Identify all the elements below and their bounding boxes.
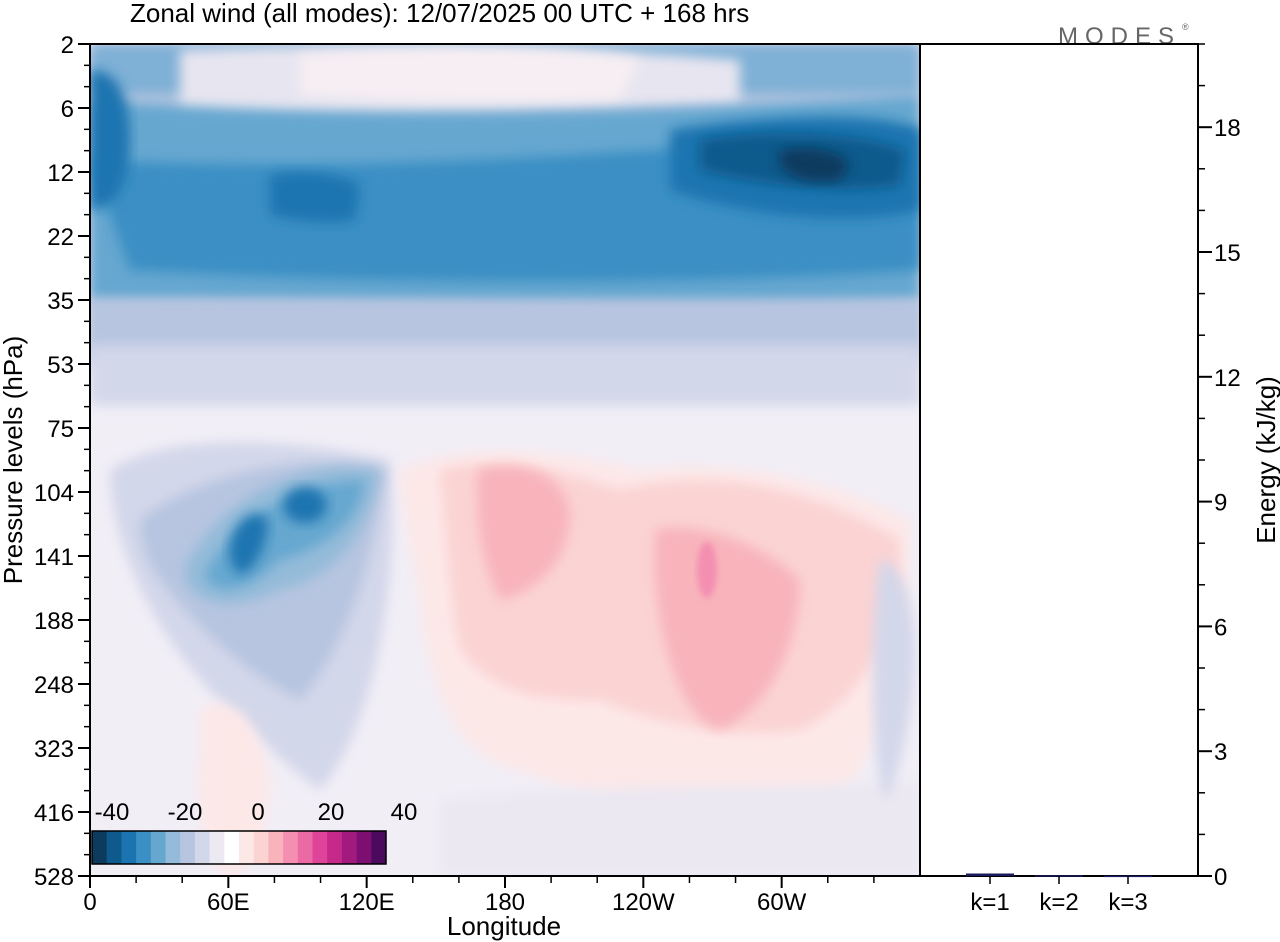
colorbar-tick-label: -40: [95, 799, 130, 826]
colorbar: -40 -20 0 20 40: [91, 799, 418, 865]
colorbar-tick-label: 40: [391, 799, 418, 826]
colorbar-swatch: [356, 831, 372, 864]
colorbar-swatch: [165, 831, 181, 864]
colorbar-swatch: [224, 831, 240, 864]
heatmap-field: [90, 44, 920, 876]
y-tick-label: 416: [34, 800, 74, 827]
energy-tick-label: 12: [1214, 365, 1241, 392]
x-tick-label: 120W: [612, 889, 675, 916]
energy-axis: 0 3 6 9 12 15 18: [1198, 43, 1241, 891]
x-tick-label: 120E: [339, 889, 395, 916]
y-tick-label: 12: [47, 160, 74, 187]
y-tick-label: 75: [47, 416, 74, 443]
colorbar-swatch: [371, 831, 387, 864]
colorbar-swatch: [136, 831, 152, 864]
longitude-axis: 0 60E 120E 180 120W 60W: [83, 876, 875, 916]
energy-tick-label: 15: [1214, 240, 1241, 267]
energy-panel-frame: [919, 43, 1199, 877]
y-tick-label: 53: [47, 352, 74, 379]
colorbar-tick-label: 0: [251, 799, 264, 826]
colorbar-swatch: [239, 831, 255, 864]
colorbar-swatch: [92, 831, 108, 864]
energy-bars: k=1 k=2 k=3: [966, 873, 1152, 916]
x-axis-label: Longitude: [447, 911, 561, 941]
energy-tick-label: 3: [1214, 739, 1227, 766]
y-tick-label: 35: [47, 288, 74, 315]
category-label: k=3: [1108, 889, 1147, 916]
chart-title: Zonal wind (all modes): 12/07/2025 00 UT…: [130, 0, 749, 28]
y-axis-label: Pressure levels (hPa): [0, 336, 28, 585]
y-tick-label: 104: [34, 480, 74, 507]
colorbar-swatch: [180, 831, 196, 864]
colorbar-swatch: [312, 831, 328, 864]
colorbar-swatch: [209, 831, 225, 864]
colorbar-swatch: [253, 831, 269, 864]
colorbar-swatch: [194, 831, 210, 864]
x-tick-label: 180: [485, 889, 525, 916]
x-tick-label: 0: [83, 889, 96, 916]
colorbar-tick-label: -20: [168, 799, 203, 826]
x-tick-label: 60E: [207, 889, 250, 916]
colorbar-swatch: [283, 831, 299, 864]
colorbar-swatch: [106, 831, 122, 864]
energy-bar-k=1: [966, 873, 1014, 876]
energy-tick-label: 0: [1214, 864, 1227, 891]
colorbar-frame: [91, 830, 387, 865]
y-tick-label: 248: [34, 672, 74, 699]
y-tick-label: 188: [34, 608, 74, 635]
logo-registered-mark: ®: [1182, 22, 1189, 32]
colorbar-swatch: [150, 831, 166, 864]
category-label: k=1: [970, 889, 1009, 916]
y-tick-label: 2: [61, 32, 74, 59]
y-tick-label: 323: [34, 736, 74, 763]
energy-axis-label: Energy (kJ/kg): [1251, 376, 1280, 544]
pressure-axis: 2 6 12 22 35 53 75 104 141 188 248 323 416 528: [34, 32, 90, 891]
y-tick-label: 22: [47, 224, 74, 251]
colorbar-swatch: [327, 831, 343, 864]
x-tick-label: 60W: [757, 889, 807, 916]
colorbar-tick-label: 20: [318, 799, 345, 826]
energy-tick-label: 6: [1214, 614, 1227, 641]
y-tick-label: 528: [34, 864, 74, 891]
energy-bar-k=2: [1035, 875, 1083, 877]
colorbar-swatch: [121, 831, 137, 864]
energy-tick-label: 9: [1214, 490, 1227, 517]
category-label: k=2: [1039, 889, 1078, 916]
colorbar-swatch: [341, 831, 357, 864]
y-tick-label: 141: [34, 544, 74, 571]
colorbar-swatch: [297, 831, 313, 864]
energy-tick-label: 18: [1214, 115, 1241, 142]
y-tick-label: 6: [61, 96, 74, 123]
colorbar-swatch: [268, 831, 284, 864]
